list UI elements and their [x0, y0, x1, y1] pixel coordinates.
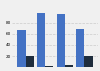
- Bar: [65, 65, 73, 67]
- Bar: [26, 56, 34, 67]
- Bar: [76, 29, 84, 67]
- Bar: [37, 13, 45, 67]
- Bar: [18, 30, 26, 67]
- Bar: [57, 14, 65, 67]
- Bar: [84, 56, 92, 67]
- Bar: [45, 66, 53, 67]
